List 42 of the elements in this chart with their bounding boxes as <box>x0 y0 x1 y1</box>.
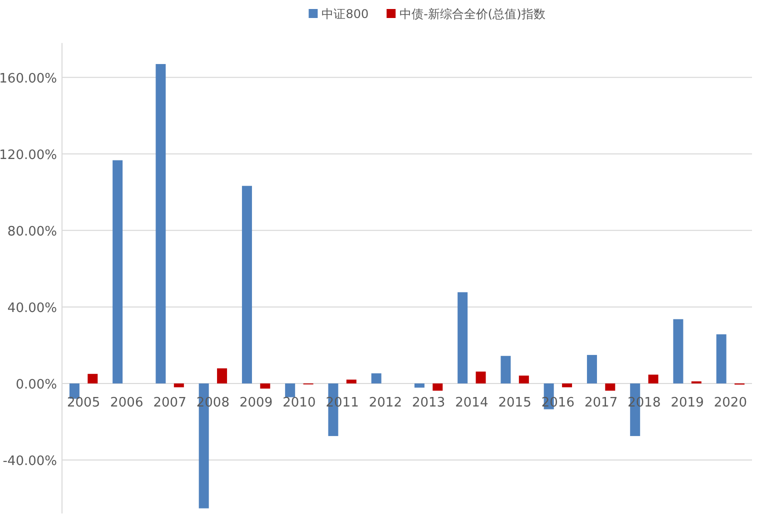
bar <box>476 372 486 384</box>
bar <box>500 356 511 384</box>
bar <box>174 383 184 388</box>
bar <box>458 292 468 384</box>
bar <box>285 383 296 398</box>
bar <box>432 383 443 391</box>
bar <box>260 383 270 389</box>
bar <box>648 374 658 384</box>
x-tick-label: 2014 <box>455 395 488 410</box>
x-tick-label: 2019 <box>670 395 704 410</box>
bar <box>371 373 382 384</box>
bar <box>217 368 228 384</box>
legend-label: 中证800 <box>322 7 369 21</box>
bar <box>518 376 529 384</box>
bar <box>346 380 356 384</box>
bar <box>673 319 684 384</box>
y-tick-label: 160.00% <box>0 71 57 86</box>
bar <box>414 383 424 388</box>
legend-label: 中债-新综合全价(总值)指数 <box>400 7 546 21</box>
x-tick-label: 2007 <box>153 395 186 410</box>
x-tick-label: 2005 <box>67 395 100 410</box>
bar <box>716 334 726 384</box>
x-tick-label: 2010 <box>282 395 316 410</box>
bar <box>88 374 98 384</box>
bar <box>156 64 166 384</box>
bar <box>562 383 572 388</box>
x-tick-label: 2015 <box>498 395 532 410</box>
y-tick-label: 120.00% <box>0 148 57 163</box>
y-tick-label: 0.00% <box>16 377 57 392</box>
x-tick-label: 2013 <box>412 395 446 410</box>
y-tick-label: 40.00% <box>7 300 57 316</box>
x-tick-label: 2012 <box>368 395 402 410</box>
bar <box>605 383 616 391</box>
bar <box>242 186 252 384</box>
bar <box>112 160 123 384</box>
x-tick-label: 2020 <box>714 395 747 410</box>
y-tick-label: -40.00% <box>2 454 57 469</box>
x-tick-label: 2017 <box>584 395 618 410</box>
x-tick-label: 2006 <box>110 395 144 410</box>
x-tick-label: 2009 <box>240 395 273 410</box>
y-tick-label: 80.00% <box>7 224 57 240</box>
bar <box>586 354 597 384</box>
